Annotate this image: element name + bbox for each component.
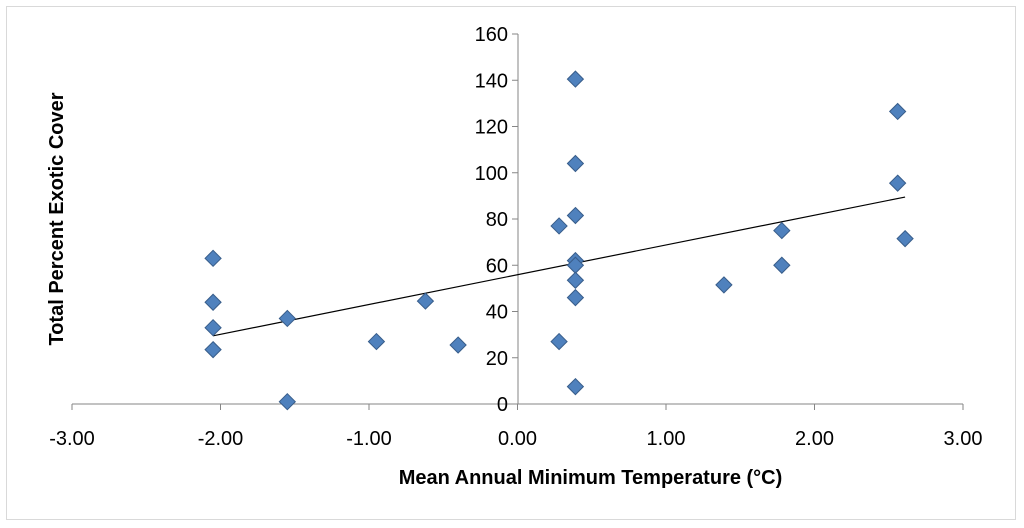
data-point xyxy=(773,221,791,240)
trendline xyxy=(212,196,906,337)
data-point xyxy=(888,102,907,121)
trendline-group xyxy=(212,196,906,337)
axes xyxy=(71,33,964,410)
x-tick-label: 2.00 xyxy=(795,428,834,450)
tick-labels: -3.00 -2.00 -1.00 0.00 1.00 2.00 3.00 0 20 40 60 80… xyxy=(49,24,982,450)
data-point xyxy=(204,293,222,311)
data-point xyxy=(204,340,222,359)
y-tick-label: 140 xyxy=(475,70,508,92)
data-point xyxy=(278,309,297,328)
y-tick-label: 60 xyxy=(486,255,508,277)
data-point xyxy=(566,154,585,173)
y-tick-label: 40 xyxy=(486,302,508,324)
data-point xyxy=(566,206,585,225)
data-point xyxy=(367,332,386,351)
y-tick-label: 20 xyxy=(486,348,508,370)
y-tick-label: 160 xyxy=(475,24,508,46)
x-tick-label: 0.00 xyxy=(498,428,537,450)
data-point xyxy=(204,249,222,268)
data-point xyxy=(773,256,791,274)
y-tick-label: 80 xyxy=(486,209,508,231)
x-axis-title: Mean Annual Minimum Temperature (°C) xyxy=(399,467,783,489)
data-points xyxy=(204,70,914,411)
x-tick-label: 3.00 xyxy=(944,428,983,450)
data-point xyxy=(566,288,585,307)
data-point xyxy=(550,217,568,235)
data-point xyxy=(416,292,435,310)
y-tick-label: 100 xyxy=(475,163,508,185)
x-tick-label: 1.00 xyxy=(647,428,686,450)
x-tick-label: -3.00 xyxy=(49,428,95,450)
y-tick-label: 120 xyxy=(475,117,508,139)
data-point xyxy=(550,332,568,351)
data-point xyxy=(566,377,585,396)
data-point xyxy=(566,271,585,289)
data-point xyxy=(278,392,297,411)
x-tick-label: -1.00 xyxy=(346,428,392,450)
data-point xyxy=(715,276,733,294)
chart-frame xyxy=(6,6,1016,520)
y-axis-title: Total Percent Exotic Cover xyxy=(46,92,68,345)
data-point xyxy=(888,174,907,192)
y-tick-label: 0 xyxy=(497,394,508,416)
data-point xyxy=(896,229,914,248)
data-point xyxy=(204,318,222,337)
data-point xyxy=(449,336,467,354)
x-tick-label: -2.00 xyxy=(198,428,244,450)
data-point xyxy=(566,70,585,88)
